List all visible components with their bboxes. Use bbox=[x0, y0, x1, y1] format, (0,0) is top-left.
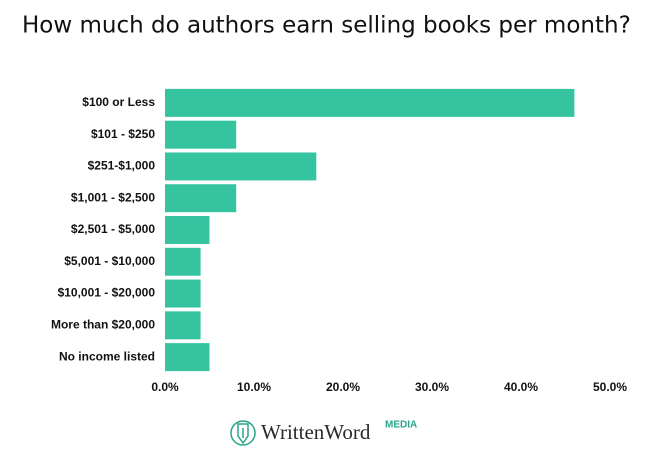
y-tick-label: $5,001 - $10,000 bbox=[64, 254, 155, 268]
y-tick-label: More than $20,000 bbox=[51, 318, 155, 332]
y-tick-label: No income listed bbox=[59, 349, 155, 363]
y-tick-label: $251-$1,000 bbox=[88, 159, 156, 173]
bar bbox=[165, 247, 201, 276]
x-tick-label: 0.0% bbox=[151, 380, 179, 394]
y-tick-label: $10,001 - $20,000 bbox=[58, 286, 156, 300]
y-tick-label: $2,501 - $5,000 bbox=[71, 222, 155, 236]
chart-title: How much do authors earn selling books p… bbox=[22, 13, 631, 39]
y-tick-label: $1,001 - $2,500 bbox=[71, 190, 155, 204]
bar bbox=[165, 120, 237, 149]
logo-name: WrittenWord bbox=[261, 420, 371, 444]
bar bbox=[165, 279, 201, 308]
bar bbox=[165, 152, 317, 181]
bar bbox=[165, 216, 210, 244]
bar bbox=[165, 184, 237, 213]
logo-suffix: MEDIA bbox=[385, 420, 417, 431]
x-tick-label: 20.0% bbox=[326, 380, 360, 394]
logo-icon bbox=[230, 420, 256, 446]
y-tick-label: $101 - $250 bbox=[91, 127, 155, 141]
x-tick-label: 40.0% bbox=[504, 380, 538, 394]
bar bbox=[165, 88, 575, 117]
bar bbox=[165, 343, 210, 372]
x-tick-label: 50.0% bbox=[593, 380, 627, 394]
bar bbox=[165, 311, 201, 340]
x-tick-label: 10.0% bbox=[237, 380, 271, 394]
x-tick-label: 30.0% bbox=[415, 380, 449, 394]
y-tick-label: $100 or Less bbox=[82, 95, 155, 109]
